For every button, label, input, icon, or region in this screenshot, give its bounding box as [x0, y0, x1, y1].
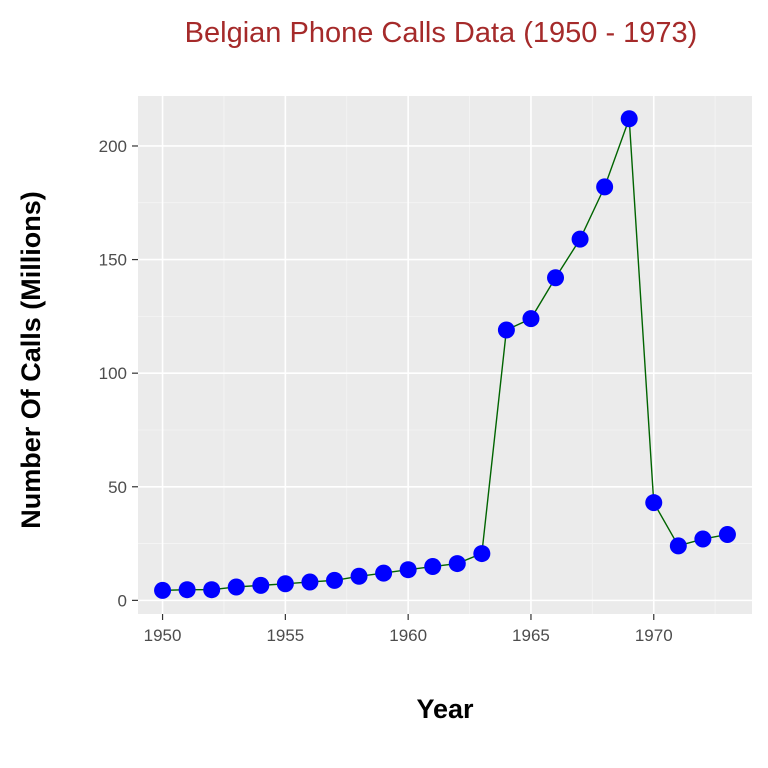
data-point: [571, 230, 589, 248]
x-tick-label: 1965: [512, 626, 550, 645]
data-points: [154, 110, 736, 599]
data-point: [399, 561, 417, 579]
data-point: [154, 581, 172, 599]
data-point: [276, 575, 294, 593]
y-tick-label: 150: [99, 251, 127, 270]
data-point: [448, 555, 466, 573]
y-tick-label: 200: [99, 137, 127, 156]
data-point: [424, 558, 442, 576]
data-point: [350, 567, 368, 585]
x-tick-label: 1950: [144, 626, 182, 645]
data-point: [718, 525, 736, 543]
y-tick-label: 0: [118, 591, 127, 610]
x-tick-label: 1955: [266, 626, 304, 645]
x-tick-label: 1960: [389, 626, 427, 645]
data-point: [547, 269, 565, 287]
data-point: [325, 571, 343, 589]
grid: [138, 96, 752, 614]
data-point: [645, 494, 663, 512]
data-point: [375, 564, 393, 582]
chart-title: Belgian Phone Calls Data (1950 - 1973): [185, 17, 698, 49]
y-tick-label: 100: [99, 364, 127, 383]
axis-ticks: [132, 145, 655, 620]
data-point: [694, 530, 712, 548]
axis-tick-labels: 1950 1955 1960 1965 1970 0 50 100 150 200: [99, 137, 673, 645]
y-tick-label: 50: [108, 478, 127, 497]
data-point: [596, 178, 614, 196]
data-point: [473, 545, 491, 563]
data-point: [620, 110, 638, 128]
data-point: [669, 537, 687, 555]
data-point: [203, 581, 221, 599]
data-point: [497, 321, 515, 339]
x-axis-title: Year: [416, 694, 474, 724]
data-point: [227, 578, 245, 596]
x-tick-label: 1970: [635, 626, 673, 645]
data-point: [252, 576, 270, 594]
data-point: [522, 310, 540, 328]
data-point: [301, 573, 319, 591]
y-axis-title: Number Of Calls (Millions): [16, 191, 46, 529]
data-point: [178, 581, 196, 599]
plot-panel: [138, 96, 752, 614]
